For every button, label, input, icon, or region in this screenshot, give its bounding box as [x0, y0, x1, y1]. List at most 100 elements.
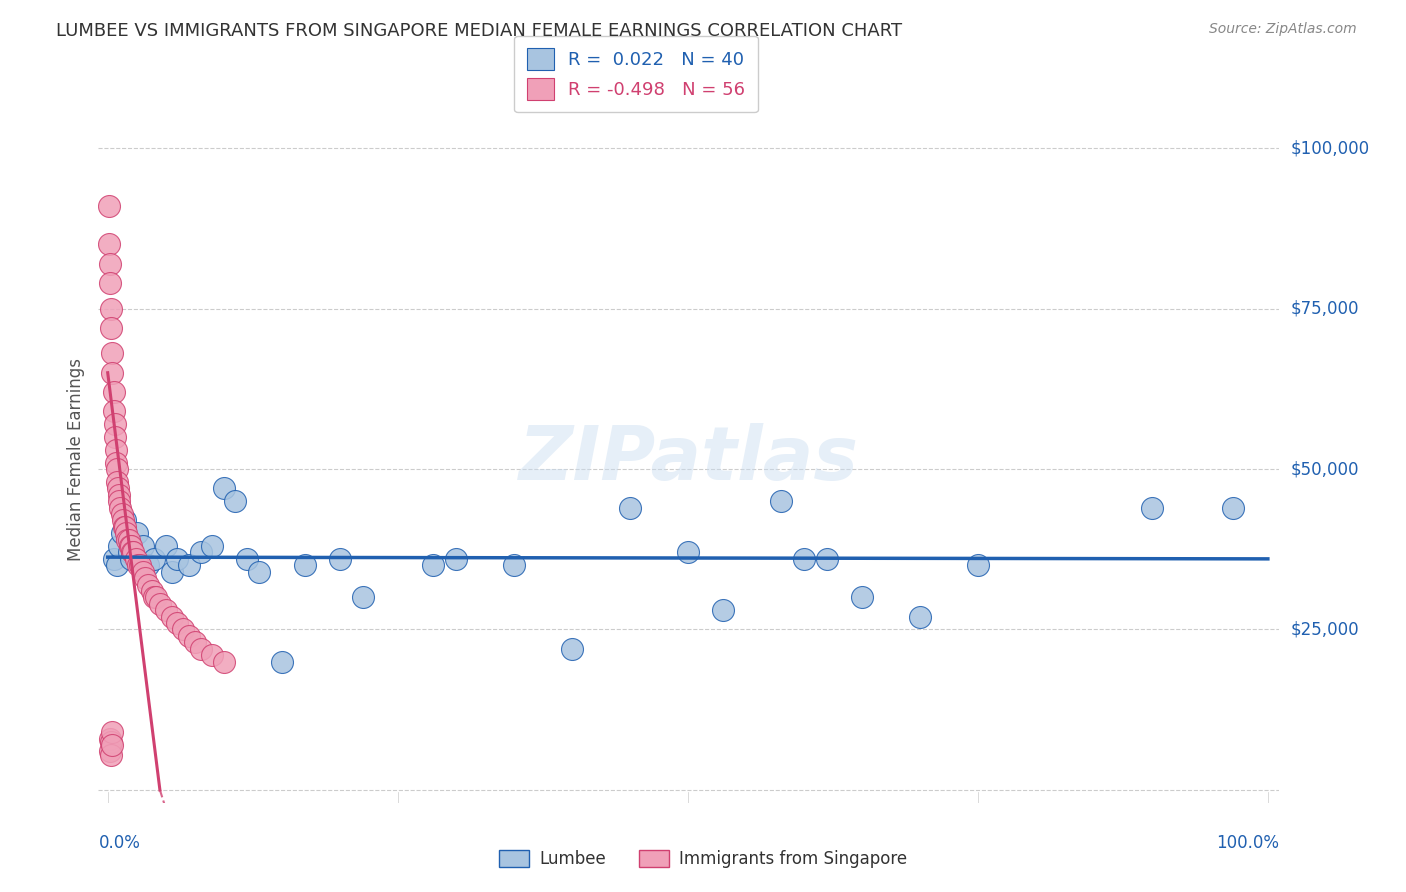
Point	[103, 404, 125, 418]
Text: Source: ZipAtlas.com: Source: ZipAtlas.com	[1209, 22, 1357, 37]
Point	[160, 609, 183, 624]
Point	[121, 545, 143, 559]
Point	[98, 744, 121, 758]
Point	[236, 552, 259, 566]
Y-axis label: Median Female Earnings: Median Female Earnings	[66, 358, 84, 561]
Legend: Lumbee, Immigrants from Singapore: Lumbee, Immigrants from Singapore	[492, 843, 914, 875]
Point	[793, 552, 815, 566]
Point	[98, 257, 121, 271]
Point	[98, 276, 121, 290]
Point	[136, 577, 159, 591]
Point	[101, 366, 124, 380]
Point	[114, 513, 136, 527]
Point	[105, 475, 128, 489]
Point	[129, 558, 152, 573]
Text: $75,000: $75,000	[1291, 300, 1360, 318]
Point	[124, 552, 146, 566]
Point	[329, 552, 352, 566]
Point	[201, 539, 224, 553]
Point	[103, 552, 125, 566]
Text: 0.0%: 0.0%	[98, 834, 141, 852]
Point	[201, 648, 224, 662]
Point	[118, 539, 141, 553]
Point	[177, 629, 200, 643]
Point	[111, 507, 134, 521]
Point	[352, 591, 374, 605]
Point	[100, 747, 122, 762]
Point	[155, 539, 177, 553]
Point	[120, 552, 142, 566]
Text: $50,000: $50,000	[1291, 460, 1360, 478]
Point	[561, 641, 583, 656]
Point	[101, 346, 124, 360]
Point	[166, 552, 188, 566]
Point	[97, 199, 120, 213]
Point	[145, 591, 167, 605]
Point	[105, 558, 128, 573]
Point	[100, 301, 122, 316]
Point	[136, 558, 159, 573]
Text: LUMBEE VS IMMIGRANTS FROM SINGAPORE MEDIAN FEMALE EARNINGS CORRELATION CHART: LUMBEE VS IMMIGRANTS FROM SINGAPORE MEDI…	[56, 22, 903, 40]
Point	[270, 655, 292, 669]
Point	[104, 456, 127, 470]
Point	[100, 735, 122, 749]
Point	[104, 430, 127, 444]
Point	[166, 616, 188, 631]
Point	[1140, 500, 1163, 515]
Point	[127, 558, 149, 573]
Point	[131, 565, 153, 579]
Point	[120, 539, 142, 553]
Point	[815, 552, 838, 566]
Point	[104, 417, 127, 431]
Point	[908, 609, 931, 624]
Point	[117, 545, 139, 559]
Point	[149, 597, 172, 611]
Point	[1222, 500, 1244, 515]
Point	[851, 591, 873, 605]
Point	[98, 731, 121, 746]
Point	[172, 623, 194, 637]
Point	[619, 500, 641, 515]
Point	[134, 571, 156, 585]
Point	[143, 552, 166, 566]
Point	[110, 500, 132, 515]
Legend: R =  0.022   N = 40, R = -0.498   N = 56: R = 0.022 N = 40, R = -0.498 N = 56	[513, 36, 758, 112]
Point	[769, 494, 792, 508]
Point	[101, 738, 124, 752]
Point	[183, 635, 205, 649]
Point	[155, 603, 177, 617]
Point	[212, 481, 235, 495]
Point	[111, 513, 134, 527]
Point	[131, 539, 153, 553]
Point	[212, 655, 235, 669]
Point	[143, 591, 166, 605]
Point	[117, 533, 139, 547]
Point	[108, 494, 131, 508]
Text: ZIPatlas: ZIPatlas	[519, 423, 859, 496]
Point	[112, 520, 135, 534]
Point	[190, 545, 212, 559]
Point	[108, 488, 131, 502]
Point	[247, 565, 270, 579]
Point	[107, 481, 129, 495]
Point	[103, 384, 125, 399]
Text: $25,000: $25,000	[1291, 621, 1360, 639]
Point	[97, 237, 120, 252]
Point	[190, 641, 212, 656]
Point	[966, 558, 988, 573]
Point	[676, 545, 699, 559]
Point	[177, 558, 200, 573]
Point	[711, 603, 734, 617]
Point	[100, 320, 122, 334]
Text: 100.0%: 100.0%	[1216, 834, 1279, 852]
Point	[294, 558, 316, 573]
Point	[141, 584, 163, 599]
Point	[422, 558, 444, 573]
Text: $100,000: $100,000	[1291, 139, 1369, 157]
Point	[115, 526, 138, 541]
Point	[502, 558, 524, 573]
Point	[122, 545, 145, 559]
Point	[125, 526, 148, 541]
Point	[104, 442, 127, 457]
Point	[117, 533, 139, 547]
